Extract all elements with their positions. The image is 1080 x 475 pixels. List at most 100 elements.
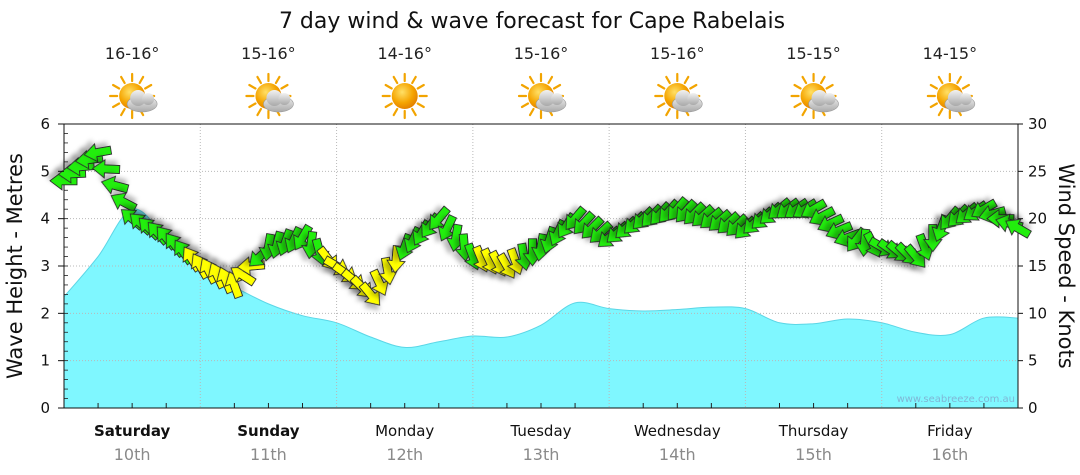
sun-ray bbox=[657, 102, 666, 109]
weather-row: 16-16° 15-16° 14-16° 15-16° 15-16° 15-15° 14-1… bbox=[105, 44, 978, 120]
cloud-puff bbox=[823, 93, 836, 105]
right-tick-label: 30 bbox=[1028, 115, 1047, 133]
right-axis-ticks: 0 5 10 15 20 25 30 bbox=[1018, 115, 1047, 417]
cloud-puff bbox=[278, 93, 291, 105]
sun-ray bbox=[416, 83, 425, 90]
sun-ray bbox=[384, 83, 393, 90]
cloud-puff bbox=[130, 90, 147, 106]
minor-ticks bbox=[64, 133, 985, 409]
temperature-label: 15-15° bbox=[786, 44, 841, 63]
cloud bbox=[808, 90, 839, 113]
cloud bbox=[671, 90, 703, 113]
day-date-label: 12th bbox=[386, 445, 423, 464]
right-tick-label: 0 bbox=[1028, 399, 1038, 417]
sun-ray bbox=[520, 102, 530, 109]
wind-arrow bbox=[429, 205, 451, 230]
sun-ray bbox=[528, 107, 535, 117]
sun-ray bbox=[657, 83, 666, 90]
sun-ray bbox=[111, 83, 121, 90]
wind-arrow bbox=[91, 159, 121, 179]
day-date-label: 10th bbox=[114, 445, 151, 464]
temperature-label: 16-16° bbox=[105, 44, 160, 63]
sun-ray bbox=[689, 83, 698, 90]
temperature-label: 15-16° bbox=[241, 44, 296, 63]
temperature-label: 14-15° bbox=[923, 44, 978, 63]
sun-ray bbox=[248, 83, 257, 90]
sun-ray bbox=[665, 75, 671, 85]
sun-ray bbox=[111, 102, 121, 109]
sun-disc bbox=[391, 83, 418, 109]
sun-ray bbox=[683, 75, 690, 85]
day-name-label: Wednesday bbox=[634, 422, 721, 440]
wind-arrows bbox=[49, 142, 1032, 306]
cloud-puff bbox=[539, 90, 555, 106]
sun-ray bbox=[665, 107, 671, 117]
sun-ray bbox=[120, 75, 126, 85]
left-tick-label: 1 bbox=[40, 352, 50, 370]
sun-ray bbox=[416, 102, 425, 109]
cloud-puff bbox=[142, 93, 155, 105]
sun-ray bbox=[411, 75, 417, 85]
cloud bbox=[263, 90, 294, 113]
day-date-label: 14th bbox=[659, 445, 696, 464]
day-name-label: Saturday bbox=[94, 422, 171, 440]
left-tick-label: 2 bbox=[40, 304, 50, 322]
cloud bbox=[126, 90, 158, 113]
sun-ray bbox=[392, 75, 399, 85]
day-name-label: Friday bbox=[927, 422, 973, 440]
wind-arrow bbox=[110, 192, 138, 213]
wind-arrow bbox=[358, 281, 381, 306]
sun-ray bbox=[961, 83, 971, 90]
left-tick-label: 0 bbox=[40, 399, 50, 417]
sun-ray bbox=[801, 75, 808, 85]
right-axis-label: Wind Speed - Knots bbox=[1054, 163, 1078, 368]
cloud-puff bbox=[675, 90, 692, 106]
sunny-icon bbox=[381, 72, 428, 120]
cloud-puff bbox=[551, 93, 563, 105]
left-tick-label: 3 bbox=[40, 257, 50, 275]
sun-ray bbox=[937, 107, 944, 117]
left-axis-label: Wave Height - Metres bbox=[3, 153, 27, 379]
sun-ray bbox=[274, 75, 281, 85]
sun-rays bbox=[381, 72, 428, 120]
sun-ray bbox=[248, 102, 257, 109]
sun-ray bbox=[793, 102, 802, 109]
partly-cloudy-icon bbox=[245, 72, 294, 120]
sun-ray bbox=[138, 75, 145, 85]
cloud-puff bbox=[687, 93, 700, 105]
day-date-label: 13th bbox=[523, 445, 560, 464]
left-tick-label: 6 bbox=[40, 115, 50, 133]
sun-ray bbox=[384, 102, 393, 109]
day-name-label: Sunday bbox=[237, 422, 300, 440]
cloud-puff bbox=[959, 93, 972, 105]
credit-text: www.seabreeze.com.au bbox=[897, 394, 1015, 405]
partly-cloudy-icon bbox=[926, 72, 976, 120]
plot-area bbox=[49, 123, 1032, 409]
partly-cloudy-icon bbox=[109, 72, 158, 120]
sun-ray bbox=[937, 75, 944, 85]
partly-cloudy-icon bbox=[654, 72, 703, 120]
sun-ray bbox=[547, 75, 554, 85]
cloud-puff bbox=[947, 90, 964, 106]
left-axis-ticks: 0 1 2 3 4 5 6 bbox=[40, 115, 64, 417]
sun-ray bbox=[411, 107, 417, 117]
right-tick-label: 15 bbox=[1028, 257, 1047, 275]
right-tick-label: 5 bbox=[1028, 352, 1038, 370]
right-tick-label: 10 bbox=[1028, 304, 1047, 322]
chart-title: 7 day wind & wave forecast for Cape Rabe… bbox=[279, 9, 785, 34]
left-tick-label: 4 bbox=[40, 210, 50, 228]
temperature-label: 14-16° bbox=[377, 44, 432, 63]
sun-ray bbox=[801, 107, 808, 117]
sun-ray bbox=[528, 75, 535, 85]
sun-ray bbox=[956, 75, 962, 85]
sun-ray bbox=[520, 83, 530, 90]
sun-ray bbox=[392, 107, 399, 117]
right-tick-label: 20 bbox=[1028, 210, 1047, 228]
sun-ray bbox=[120, 107, 126, 117]
sun-ray bbox=[256, 75, 263, 85]
temperature-label: 15-16° bbox=[514, 44, 569, 63]
sun-ray bbox=[280, 83, 289, 90]
partly-cloudy-icon bbox=[517, 72, 567, 120]
cloud bbox=[535, 90, 567, 113]
